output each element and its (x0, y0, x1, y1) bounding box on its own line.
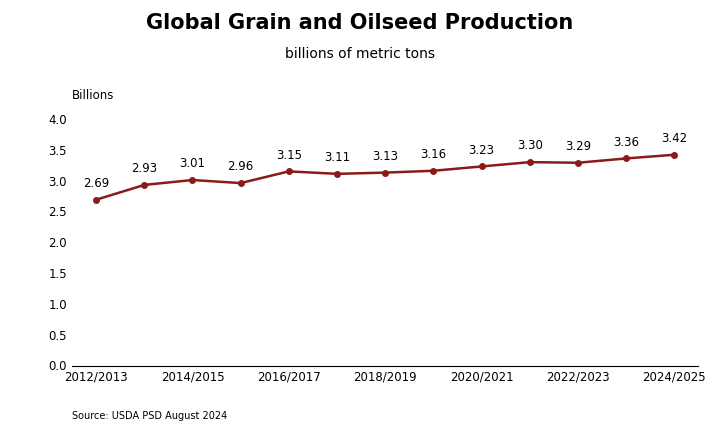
Text: 3.11: 3.11 (324, 151, 350, 164)
Text: Source: USDA PSD August 2024: Source: USDA PSD August 2024 (72, 411, 228, 421)
Text: billions of metric tons: billions of metric tons (285, 47, 435, 61)
Text: 3.13: 3.13 (372, 150, 398, 163)
Text: 3.29: 3.29 (565, 140, 591, 153)
Text: 2.69: 2.69 (83, 177, 109, 190)
Text: 3.30: 3.30 (517, 139, 543, 153)
Text: 3.23: 3.23 (469, 144, 495, 157)
Text: 3.42: 3.42 (661, 132, 688, 145)
Text: 3.01: 3.01 (179, 157, 205, 170)
Text: Global Grain and Oilseed Production: Global Grain and Oilseed Production (146, 13, 574, 33)
Text: Billions: Billions (72, 89, 114, 102)
Text: 3.16: 3.16 (420, 148, 446, 161)
Text: 3.15: 3.15 (276, 149, 302, 162)
Text: 3.36: 3.36 (613, 136, 639, 149)
Text: 2.96: 2.96 (228, 160, 253, 173)
Text: 2.93: 2.93 (131, 162, 158, 175)
